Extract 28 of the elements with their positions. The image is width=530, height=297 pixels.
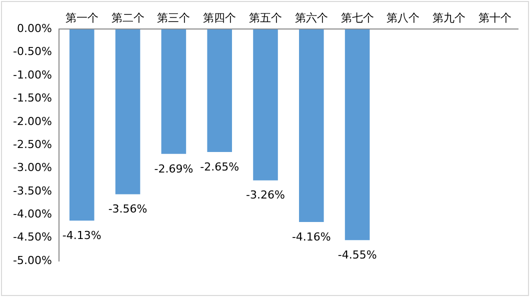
y-tick-label: 0.00% (16, 22, 52, 36)
data-label: -3.56% (108, 202, 148, 216)
x-tick-label: 第二个 (111, 11, 144, 24)
y-tick-label: -3.00% (12, 161, 52, 174)
x-tick-label: 第六个 (294, 11, 328, 24)
y-tick-label: -0.50% (12, 45, 52, 58)
data-label: -4.16% (292, 230, 331, 244)
data-label: -3.26% (246, 188, 285, 202)
y-tick-label: -1.50% (12, 92, 52, 105)
x-tick-label: 第十个 (478, 11, 512, 24)
x-tick-label: 第四个 (203, 11, 236, 24)
data-label: -4.13% (62, 229, 102, 242)
data-label: -2.65% (200, 160, 240, 174)
data-label: -2.69% (154, 162, 194, 176)
y-tick-label: -5.00% (12, 254, 52, 267)
y-tick-label: -2.00% (12, 114, 52, 128)
x-tick-label: 第五个 (249, 11, 282, 24)
x-tick-label: 第一个 (65, 11, 98, 24)
y-tick-label: -4.50% (12, 230, 52, 244)
x-tick-label: 第九个 (432, 11, 466, 24)
x-tick-label: 第三个 (157, 11, 190, 24)
y-tick-label: -2.50% (12, 138, 52, 151)
x-tick-label: 第八个 (386, 11, 420, 24)
y-tick-label: -3.50% (12, 184, 52, 198)
y-tick-label: -1.00% (12, 68, 52, 82)
x-tick-label: 第七个 (340, 11, 374, 24)
y-tick-label: -4.00% (12, 208, 52, 220)
data-label: -4.55% (338, 248, 377, 262)
